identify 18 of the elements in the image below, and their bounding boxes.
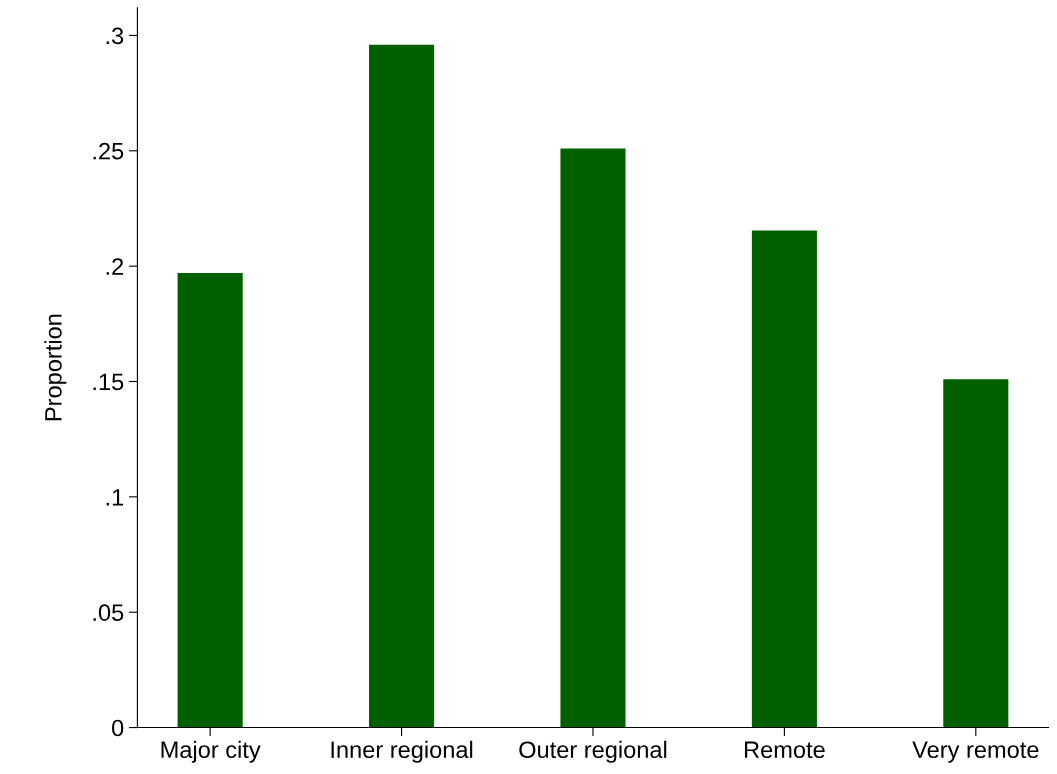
x-tick-label: Major city [161,740,261,763]
x-tick-label: Remote [744,741,825,759]
y-tick-label: .3 [106,27,124,45]
x-tick-label: Inner regional [331,740,473,763]
y-tick-label: .1 [106,489,124,506]
bar [751,230,817,728]
bar [943,379,1009,728]
bar [560,148,626,728]
y-tick-label: .05 [93,604,124,621]
bar [369,44,435,728]
y-tick-label: 0 [112,719,124,737]
y-tick-label: .25 [93,142,124,160]
x-tick-label: Very remote [912,741,1039,763]
x-tick-label: Outer regional [519,740,667,763]
bar [177,273,243,728]
y-tick-label: .2 [106,258,124,275]
y-axis-title: Proportion [44,314,67,421]
y-tick-label: .15 [93,373,124,391]
